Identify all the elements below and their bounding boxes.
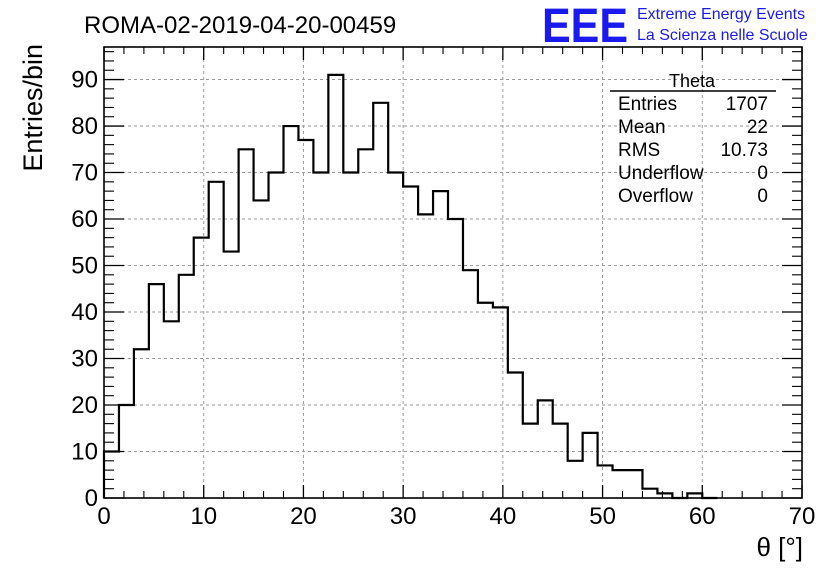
stats-value-rms: 10.73 <box>720 140 768 161</box>
y-tick-labels: 0 10 20 30 40 50 60 70 80 90 <box>71 67 98 512</box>
y-tick-label: 60 <box>71 206 98 233</box>
x-tick-label: 60 <box>689 503 716 530</box>
grid <box>104 47 802 498</box>
x-tick-label: 10 <box>190 503 217 530</box>
y-tick-label: 30 <box>71 346 98 373</box>
stats-label-entries: Entries <box>618 94 677 115</box>
x-tick-label: 0 <box>97 503 110 530</box>
y-tick-label: 90 <box>71 67 98 94</box>
x-tick-labels: 0 10 20 30 40 50 60 70 <box>97 503 815 530</box>
x-tick-label: 40 <box>490 503 517 530</box>
stats-value-entries: 1707 <box>726 94 768 115</box>
x-tick-label: 50 <box>589 503 616 530</box>
stats-label-underflow: Underflow <box>618 163 704 184</box>
stats-label-mean: Mean <box>618 117 666 138</box>
stats-value-overflow: 0 <box>757 186 768 207</box>
x-axis-label: θ [°] <box>756 532 803 562</box>
y-tick-label: 50 <box>71 253 98 280</box>
stats-box: Theta Entries 1707 Mean 22 RMS 10.73 Und… <box>610 71 776 207</box>
histogram-line <box>102 73 718 500</box>
logo-text: EEE <box>542 0 628 53</box>
axis-ticks <box>103 47 803 499</box>
stats-title: Theta <box>669 71 716 91</box>
chart-title: ROMA-02-2019-04-20-00459 <box>84 12 396 39</box>
stats-label-rms: RMS <box>618 140 660 161</box>
x-tick-label: 30 <box>390 503 417 530</box>
logo-line-2: La Scienza nelle Scuole <box>637 27 808 44</box>
y-axis-label: Entries/bin <box>18 44 48 172</box>
stats-value-mean: 22 <box>747 117 768 138</box>
x-tick-label: 20 <box>290 503 317 530</box>
y-tick-label: 20 <box>71 392 98 419</box>
y-tick-label: 80 <box>71 113 98 140</box>
x-tick-label: 70 <box>789 503 816 530</box>
stats-label-overflow: Overflow <box>618 186 693 207</box>
plot-frame <box>103 46 803 499</box>
y-tick-label: 70 <box>71 160 98 187</box>
logo-line-1: Extreme Energy Events <box>637 6 805 23</box>
y-tick-label: 0 <box>85 485 98 512</box>
stats-value-underflow: 0 <box>757 163 768 184</box>
y-tick-label: 10 <box>71 439 98 466</box>
y-tick-label: 40 <box>71 299 98 326</box>
eee-logo: EEE Extreme Energy Events La Scienza nel… <box>542 0 808 53</box>
